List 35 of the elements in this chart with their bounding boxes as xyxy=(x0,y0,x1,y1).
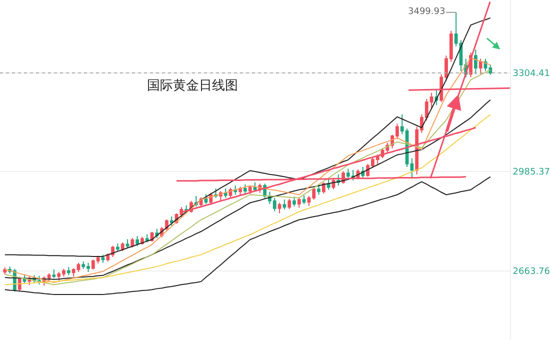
candlestick xyxy=(145,234,149,243)
candlestick xyxy=(116,243,120,252)
candlestick xyxy=(101,254,105,264)
line-series xyxy=(4,17,491,258)
y-tick-label: 3304.41 xyxy=(512,68,550,79)
candlestick xyxy=(126,238,130,248)
candlestick xyxy=(278,202,282,214)
candlestick xyxy=(3,266,7,275)
candlestick xyxy=(130,238,134,248)
candlestick xyxy=(478,58,482,75)
candlestick xyxy=(136,236,140,247)
text: 国际黄金日线图 xyxy=(147,78,238,94)
candlestick xyxy=(243,184,247,194)
candlestick xyxy=(224,188,228,198)
candlestick xyxy=(18,276,22,292)
candlestick xyxy=(282,199,286,210)
candlestick xyxy=(302,194,306,204)
candlestick xyxy=(22,274,26,284)
candlestick xyxy=(155,228,159,238)
candlestick xyxy=(292,196,296,207)
candlestick xyxy=(297,197,301,208)
candlestick xyxy=(52,269,56,279)
candlestick xyxy=(170,216,174,226)
candlestick xyxy=(474,48,478,75)
candlestick xyxy=(248,184,252,195)
candlestick xyxy=(120,242,124,252)
y-tick-label: 2663.76 xyxy=(512,266,550,277)
y-tick-label: 2985.37 xyxy=(512,168,550,178)
candlestick xyxy=(317,184,320,196)
line-series xyxy=(4,176,491,296)
candlestick xyxy=(66,266,70,276)
candlestick xyxy=(288,198,292,210)
candlestick xyxy=(326,178,330,190)
annotation: 3499.93 xyxy=(408,7,446,17)
line-series xyxy=(180,126,476,214)
